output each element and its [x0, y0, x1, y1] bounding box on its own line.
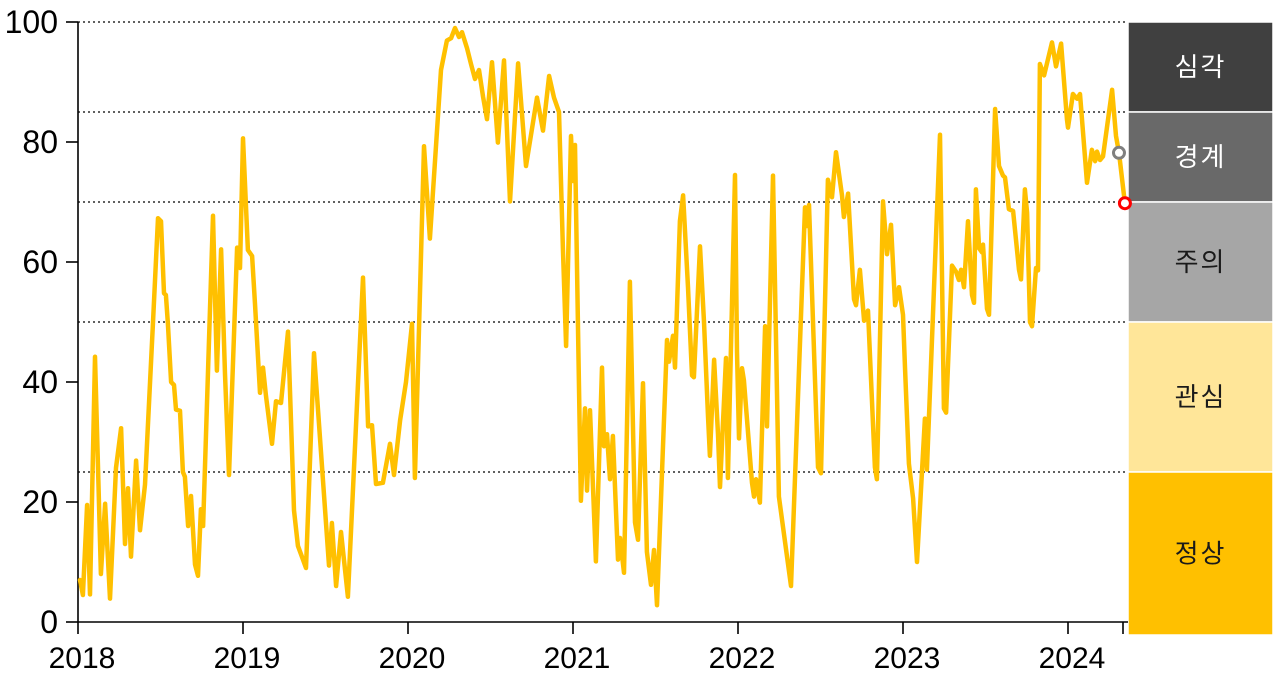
- y-tick-label-100: 100: [5, 4, 58, 40]
- zone-label-관심: 관심: [1175, 382, 1227, 412]
- latest-value-marker: [1117, 196, 1132, 211]
- zone-label-주의: 주의: [1175, 247, 1227, 277]
- y-tick-label-40: 40: [22, 364, 58, 400]
- axes: [77, 22, 1128, 623]
- y-tick-label-80: 80: [22, 124, 58, 160]
- x-tick-label-2019: 2019: [214, 642, 281, 675]
- y-tick-label-60: 60: [22, 244, 58, 280]
- zone-주의: [1127, 201, 1274, 323]
- x-tick-label-2023: 2023: [874, 642, 941, 675]
- threshold-gridlines: [78, 21, 1128, 473]
- x-tick-label-2021: 2021: [544, 642, 611, 675]
- x-tick-label-2020: 2020: [379, 642, 446, 675]
- zone-label-정상: 정상: [1175, 539, 1227, 569]
- zone-심각: [1127, 21, 1274, 113]
- x-axis-ticks: 2018 2019 2020 2021 2022 2023 2024: [49, 622, 1124, 675]
- zone-label-경계: 경계: [1175, 142, 1227, 172]
- x-tick-label-2022: 2022: [709, 642, 776, 675]
- previous-value-marker: [1111, 145, 1126, 160]
- y-tick-label-20: 20: [22, 484, 58, 520]
- zone-관심: [1127, 321, 1274, 473]
- y-tick-label-0: 0: [40, 604, 58, 640]
- index-line: [77, 25, 1128, 608]
- x-tick-label-2018: 2018: [49, 642, 116, 675]
- zone-label-심각: 심각: [1175, 52, 1227, 82]
- y-axis-ticks: 0 20 40 60 80 100: [5, 4, 78, 640]
- x-tick-label-2024: 2024: [1039, 642, 1106, 675]
- zone-정상: [1127, 471, 1274, 636]
